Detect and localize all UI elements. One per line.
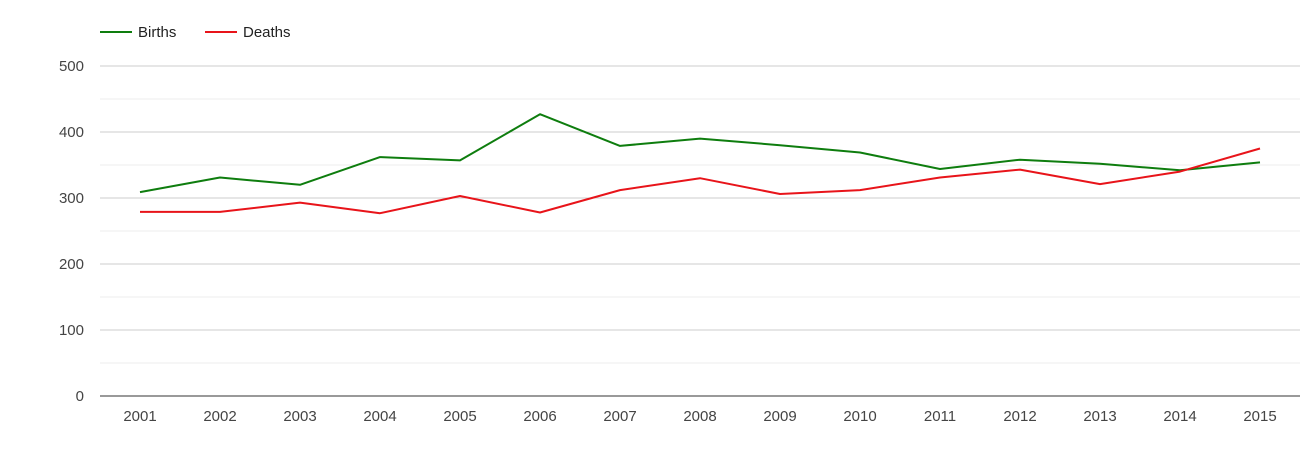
series-lines bbox=[139, 113, 1261, 215]
y-tick-label: 400 bbox=[59, 124, 84, 141]
series-line-deaths bbox=[140, 147, 1261, 215]
y-tick-label: 100 bbox=[59, 322, 84, 339]
x-tick-label: 2009 bbox=[763, 408, 796, 425]
legend-label: Births bbox=[138, 24, 176, 41]
x-tick-label: 2007 bbox=[603, 408, 636, 425]
y-axis-tick-labels: 0 100 200 300 400 500 bbox=[59, 58, 84, 405]
x-tick-label: 2010 bbox=[843, 408, 876, 425]
y-tick-label: 200 bbox=[59, 256, 84, 273]
x-tick-label: 2012 bbox=[1003, 408, 1036, 425]
x-tick-label: 2015 bbox=[1243, 408, 1276, 425]
y-tick-label: 500 bbox=[59, 58, 84, 75]
legend-item-births: Births bbox=[100, 24, 176, 41]
x-tick-label: 2004 bbox=[363, 408, 396, 425]
x-tick-label: 2003 bbox=[283, 408, 316, 425]
x-tick-label: 2002 bbox=[203, 408, 236, 425]
legend-item-deaths: Deaths bbox=[205, 24, 291, 41]
x-tick-label: 2014 bbox=[1163, 408, 1196, 425]
x-tick-label: 2006 bbox=[523, 408, 556, 425]
y-tick-label: 0 bbox=[76, 388, 84, 405]
x-tick-label: 2001 bbox=[123, 408, 156, 425]
x-tick-label: 2008 bbox=[683, 408, 716, 425]
y-tick-label: 300 bbox=[59, 190, 84, 207]
gridlines bbox=[100, 65, 1300, 364]
x-tick-label: 2013 bbox=[1083, 408, 1116, 425]
legend: Births Deaths bbox=[100, 24, 291, 41]
x-axis-tick-labels: 2001 2002 2003 2004 2005 2006 2007 2008 2009 2010… bbox=[123, 408, 1276, 425]
x-tick-label: 2005 bbox=[443, 408, 476, 425]
x-tick-label: 2011 bbox=[924, 408, 956, 425]
series-line-births bbox=[139, 113, 1261, 194]
legend-label: Deaths bbox=[243, 24, 291, 41]
